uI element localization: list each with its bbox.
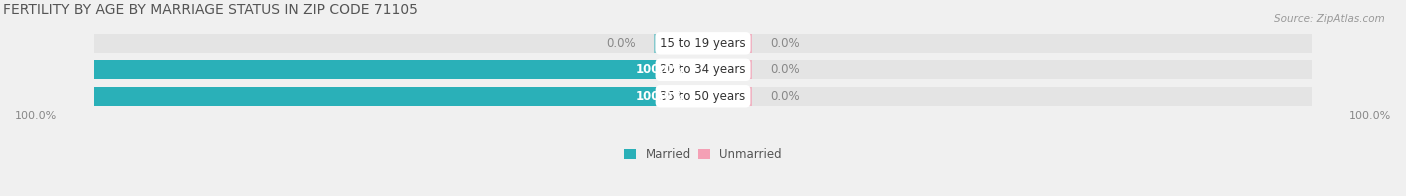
Text: 35 to 50 years: 35 to 50 years xyxy=(661,90,745,103)
Text: 0.0%: 0.0% xyxy=(770,90,800,103)
Bar xyxy=(703,34,752,53)
Bar xyxy=(703,60,752,79)
Text: 100.0%: 100.0% xyxy=(1348,111,1391,121)
Text: 15 to 19 years: 15 to 19 years xyxy=(661,37,745,50)
Bar xyxy=(94,87,703,106)
Text: 0.0%: 0.0% xyxy=(770,63,800,76)
Bar xyxy=(94,60,703,79)
Bar xyxy=(703,87,752,106)
Bar xyxy=(94,87,1312,106)
Text: Source: ZipAtlas.com: Source: ZipAtlas.com xyxy=(1274,14,1385,24)
Text: FERTILITY BY AGE BY MARRIAGE STATUS IN ZIP CODE 71105: FERTILITY BY AGE BY MARRIAGE STATUS IN Z… xyxy=(3,3,418,17)
Text: 100.0%: 100.0% xyxy=(636,63,685,76)
Text: 100.0%: 100.0% xyxy=(15,111,58,121)
Bar xyxy=(94,60,1312,79)
Bar xyxy=(654,34,703,53)
Legend: Married, Unmarried: Married, Unmarried xyxy=(624,148,782,161)
Text: 0.0%: 0.0% xyxy=(606,37,636,50)
Bar xyxy=(94,34,1312,53)
Text: 0.0%: 0.0% xyxy=(770,37,800,50)
Text: 20 to 34 years: 20 to 34 years xyxy=(661,63,745,76)
Text: 100.0%: 100.0% xyxy=(636,90,685,103)
